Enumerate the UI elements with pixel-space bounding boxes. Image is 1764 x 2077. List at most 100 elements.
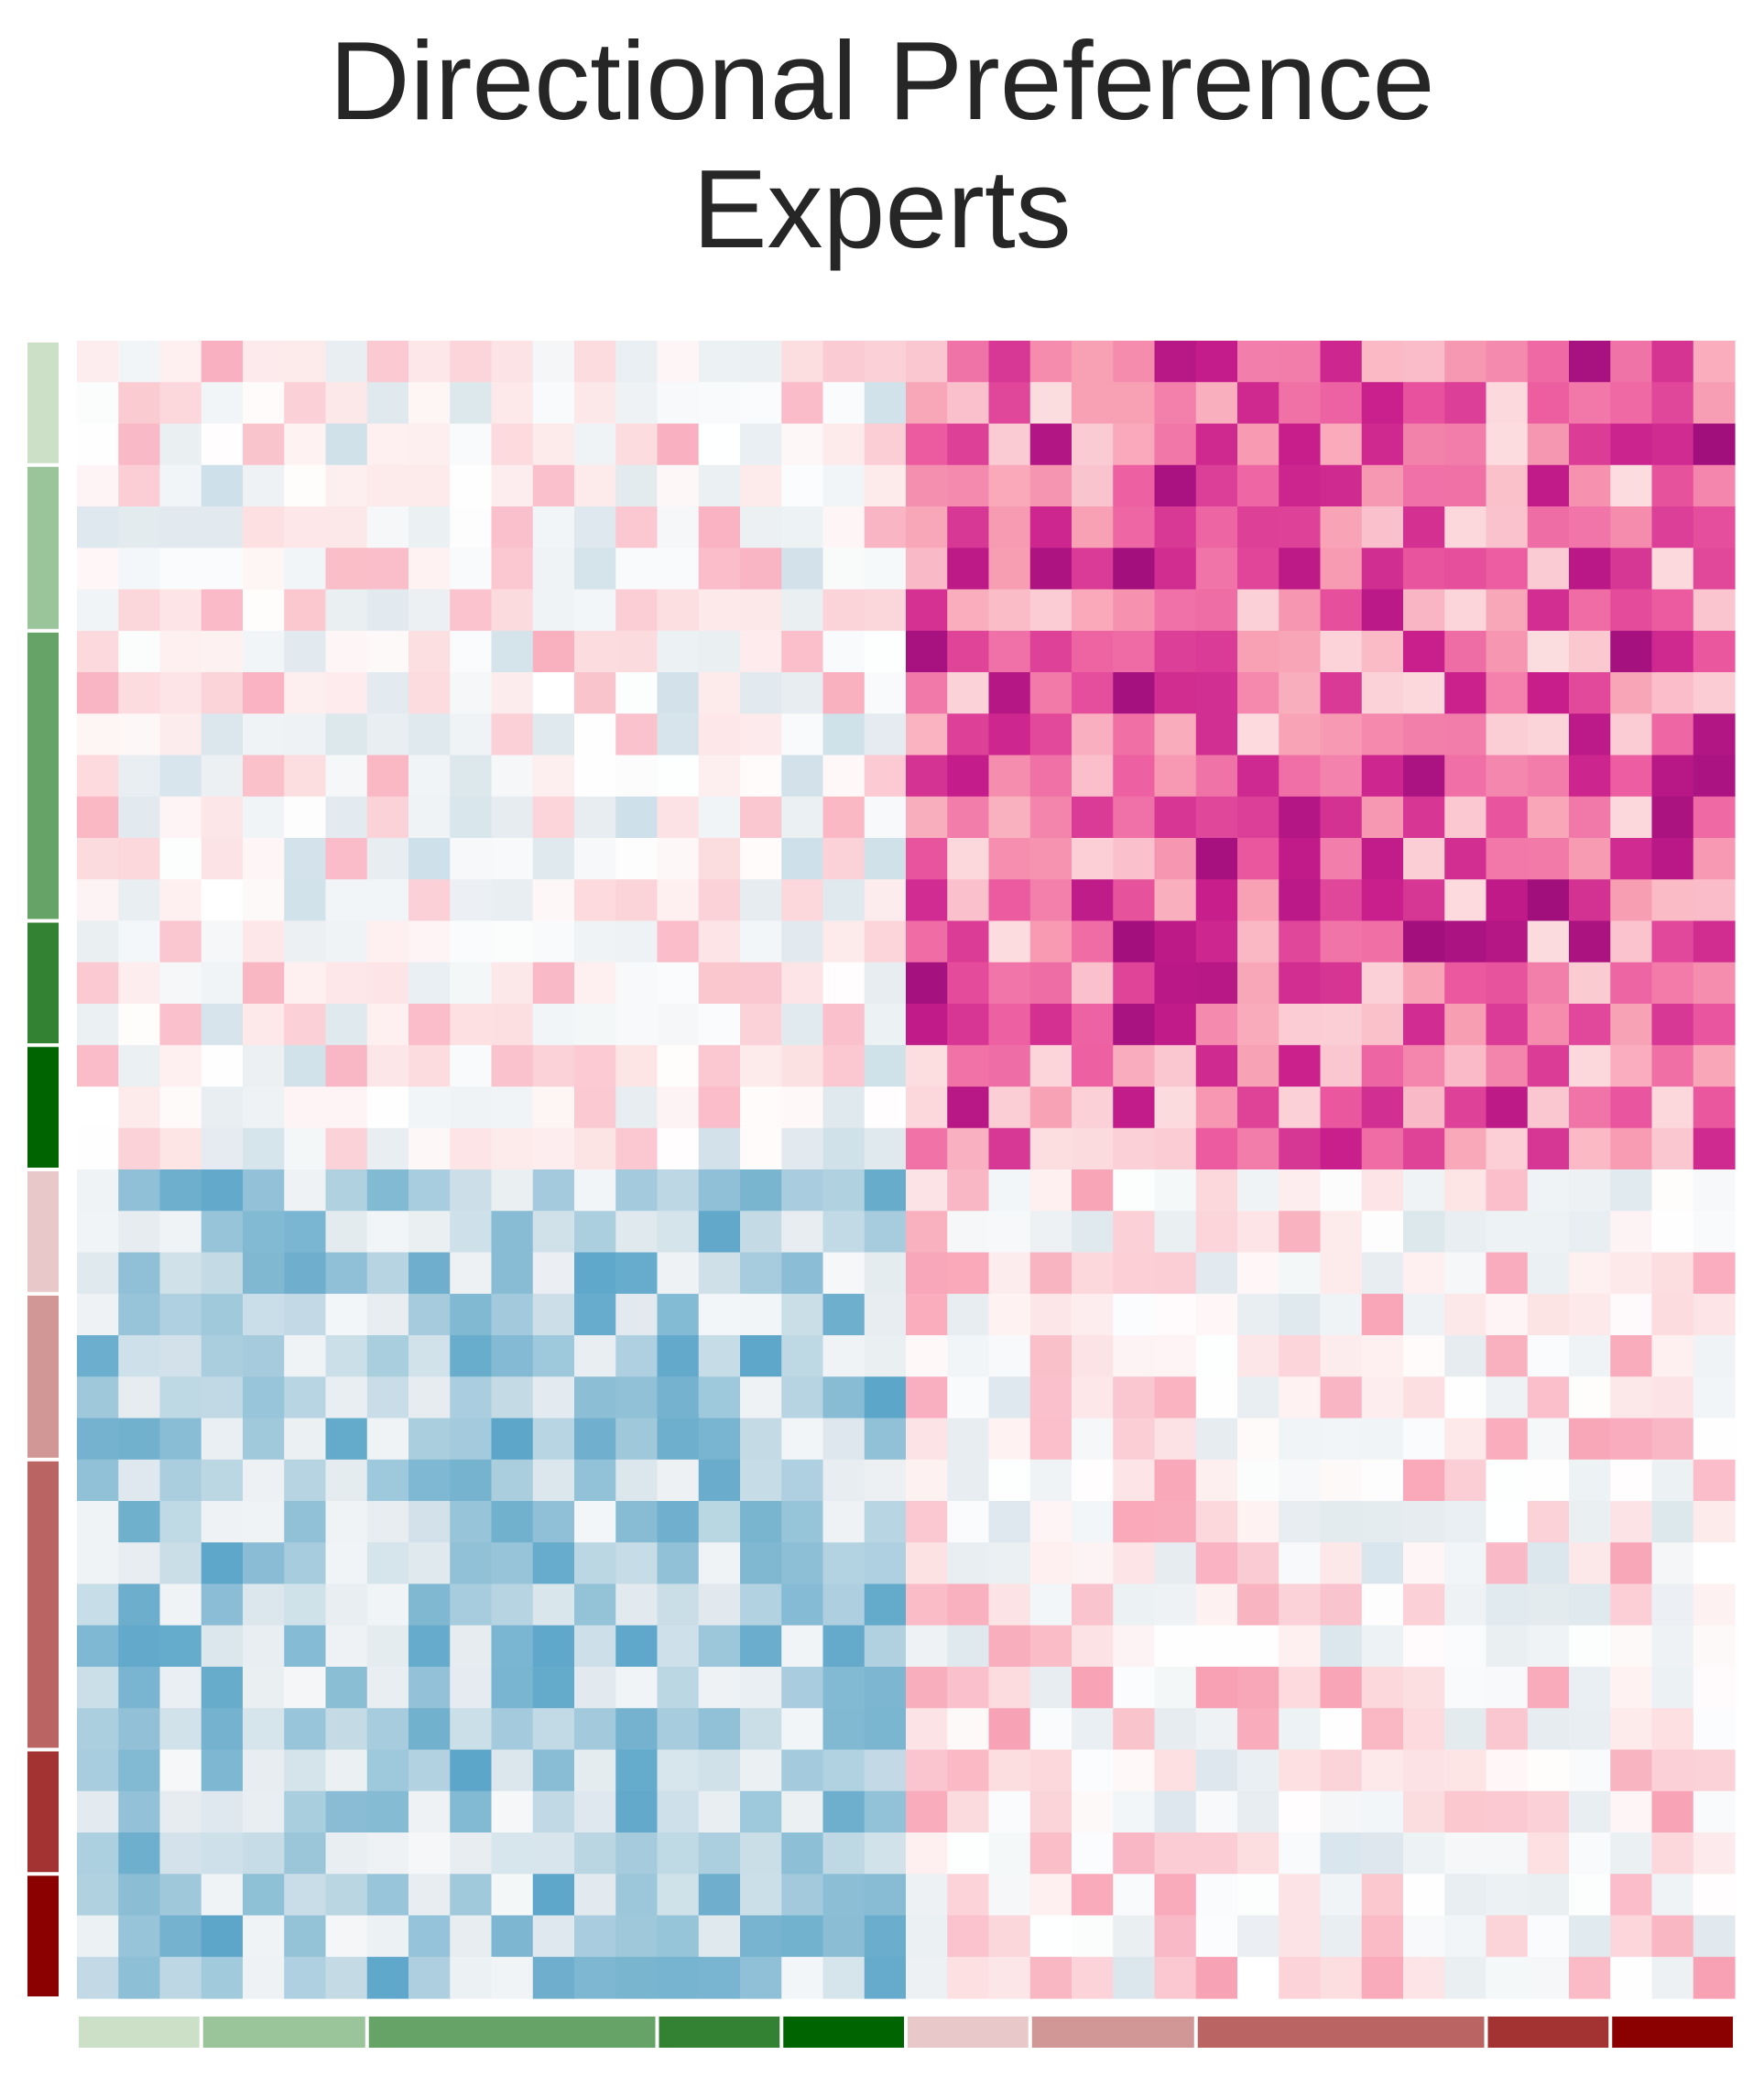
heatmap-cell	[1610, 1915, 1653, 1958]
heatmap-cell	[201, 1127, 244, 1170]
heatmap-cell	[77, 1749, 119, 1792]
heatmap-cell	[698, 1915, 741, 1958]
heatmap-cell	[408, 1211, 451, 1254]
heatmap-cell	[1195, 548, 1238, 591]
heatmap-cell	[1154, 548, 1197, 591]
heatmap-cell	[408, 1169, 451, 1212]
heatmap-cell	[947, 341, 990, 383]
heatmap-cell	[1113, 962, 1156, 1005]
heatmap-cell	[159, 1335, 202, 1377]
heatmap-cell	[1444, 796, 1487, 839]
heatmap-cell	[159, 1086, 202, 1129]
heatmap-cell	[408, 506, 451, 549]
heatmap-cell	[864, 1874, 907, 1917]
heatmap-cell	[657, 1583, 700, 1626]
heatmap-cell	[1569, 548, 1611, 591]
heatmap-cell	[284, 1583, 327, 1626]
heatmap-cell	[1279, 920, 1322, 963]
heatmap-cell	[243, 1252, 285, 1295]
heatmap-cell	[1195, 1252, 1238, 1295]
heatmap-cell	[781, 1749, 824, 1792]
heatmap-cell	[988, 1086, 1031, 1129]
heatmap-cell	[1237, 1211, 1279, 1254]
heatmap-cell	[1029, 1749, 1073, 1792]
heatmap-cell	[1154, 1127, 1197, 1170]
heatmap-cell	[118, 1625, 161, 1668]
heatmap-cell	[1527, 1169, 1570, 1212]
heatmap-cell	[1320, 1418, 1363, 1461]
heatmap-cell	[657, 1790, 700, 1833]
heatmap-cell	[159, 1583, 202, 1626]
heatmap-cell	[1444, 879, 1487, 922]
heatmap-cell	[1527, 1708, 1570, 1751]
heatmap-cell	[781, 1625, 824, 1668]
heatmap-cell	[1610, 506, 1653, 549]
heatmap-cell	[1651, 1293, 1694, 1336]
heatmap-cell	[325, 1252, 368, 1295]
heatmap-cell	[1237, 1749, 1279, 1792]
heatmap-cell	[1527, 1335, 1570, 1377]
heatmap-cell	[1072, 1542, 1114, 1585]
heatmap-cell	[574, 548, 616, 591]
heatmap-cell	[1029, 838, 1073, 880]
heatmap-cell	[657, 1749, 700, 1792]
heatmap-cell	[615, 1790, 659, 1833]
heatmap-cell	[532, 1004, 575, 1046]
heatmap-cell	[1693, 1127, 1736, 1170]
heatmap-cell	[1154, 755, 1197, 798]
heatmap-cell	[1486, 1045, 1529, 1088]
heatmap-cell	[1072, 548, 1114, 591]
heatmap-cell	[1569, 1583, 1611, 1626]
heatmap-cell	[1610, 1625, 1653, 1668]
heatmap-cell	[1195, 796, 1238, 839]
heatmap-cell	[77, 962, 119, 1005]
heatmap-cell	[532, 1667, 575, 1709]
heatmap-cell	[698, 548, 741, 591]
heatmap-cell	[698, 1749, 741, 1792]
heatmap-cell	[1029, 1086, 1073, 1129]
heatmap-cell	[1403, 1501, 1445, 1543]
heatmap-cell	[366, 920, 409, 963]
heatmap-cell	[1154, 1874, 1197, 1917]
heatmap-cell	[657, 1252, 700, 1295]
heatmap-cell	[366, 713, 409, 756]
heatmap-cell	[1279, 1169, 1322, 1212]
heatmap-cell	[1237, 1252, 1279, 1295]
heatmap-cell	[698, 1293, 741, 1336]
heatmap-cell	[698, 1501, 741, 1543]
heatmap-cell	[781, 1459, 824, 1502]
heatmap-cell	[201, 382, 244, 425]
heatmap-cell	[408, 672, 451, 714]
heatmap-cell	[118, 548, 161, 591]
heatmap-cell	[1693, 1956, 1736, 1999]
heatmap-cell	[450, 1086, 493, 1129]
heatmap-cell	[284, 341, 327, 383]
heatmap-cell	[159, 589, 202, 632]
heatmap-cell	[574, 1749, 616, 1792]
heatmap-cell	[118, 1086, 161, 1129]
heatmap-cell	[532, 1625, 575, 1668]
heatmap-cell	[1113, 1169, 1156, 1212]
heatmap-cell	[1237, 1956, 1279, 1999]
heatmap-cell	[822, 548, 866, 591]
heatmap-cell	[325, 1542, 368, 1585]
column-group-marker	[1487, 2017, 1609, 2048]
heatmap-cell	[781, 672, 824, 714]
heatmap-cell	[408, 464, 451, 507]
heatmap-cell	[1651, 1583, 1694, 1626]
heatmap-cell	[1651, 1749, 1694, 1792]
heatmap-cell	[243, 1418, 285, 1461]
heatmap-cell	[243, 1127, 285, 1170]
heatmap-cell	[947, 1127, 990, 1170]
heatmap-cell	[1195, 1293, 1238, 1336]
heatmap-cell	[906, 1293, 948, 1336]
heatmap-cell	[366, 1335, 409, 1377]
heatmap-cell	[1527, 423, 1570, 466]
heatmap-cell	[1154, 1169, 1197, 1212]
heatmap-cell	[1693, 672, 1736, 714]
heatmap-cell	[906, 1169, 948, 1212]
heatmap-cell	[366, 1542, 409, 1585]
heatmap-cell	[1029, 1376, 1073, 1419]
heatmap-cell	[988, 589, 1031, 632]
heatmap-cell	[284, 1625, 327, 1668]
